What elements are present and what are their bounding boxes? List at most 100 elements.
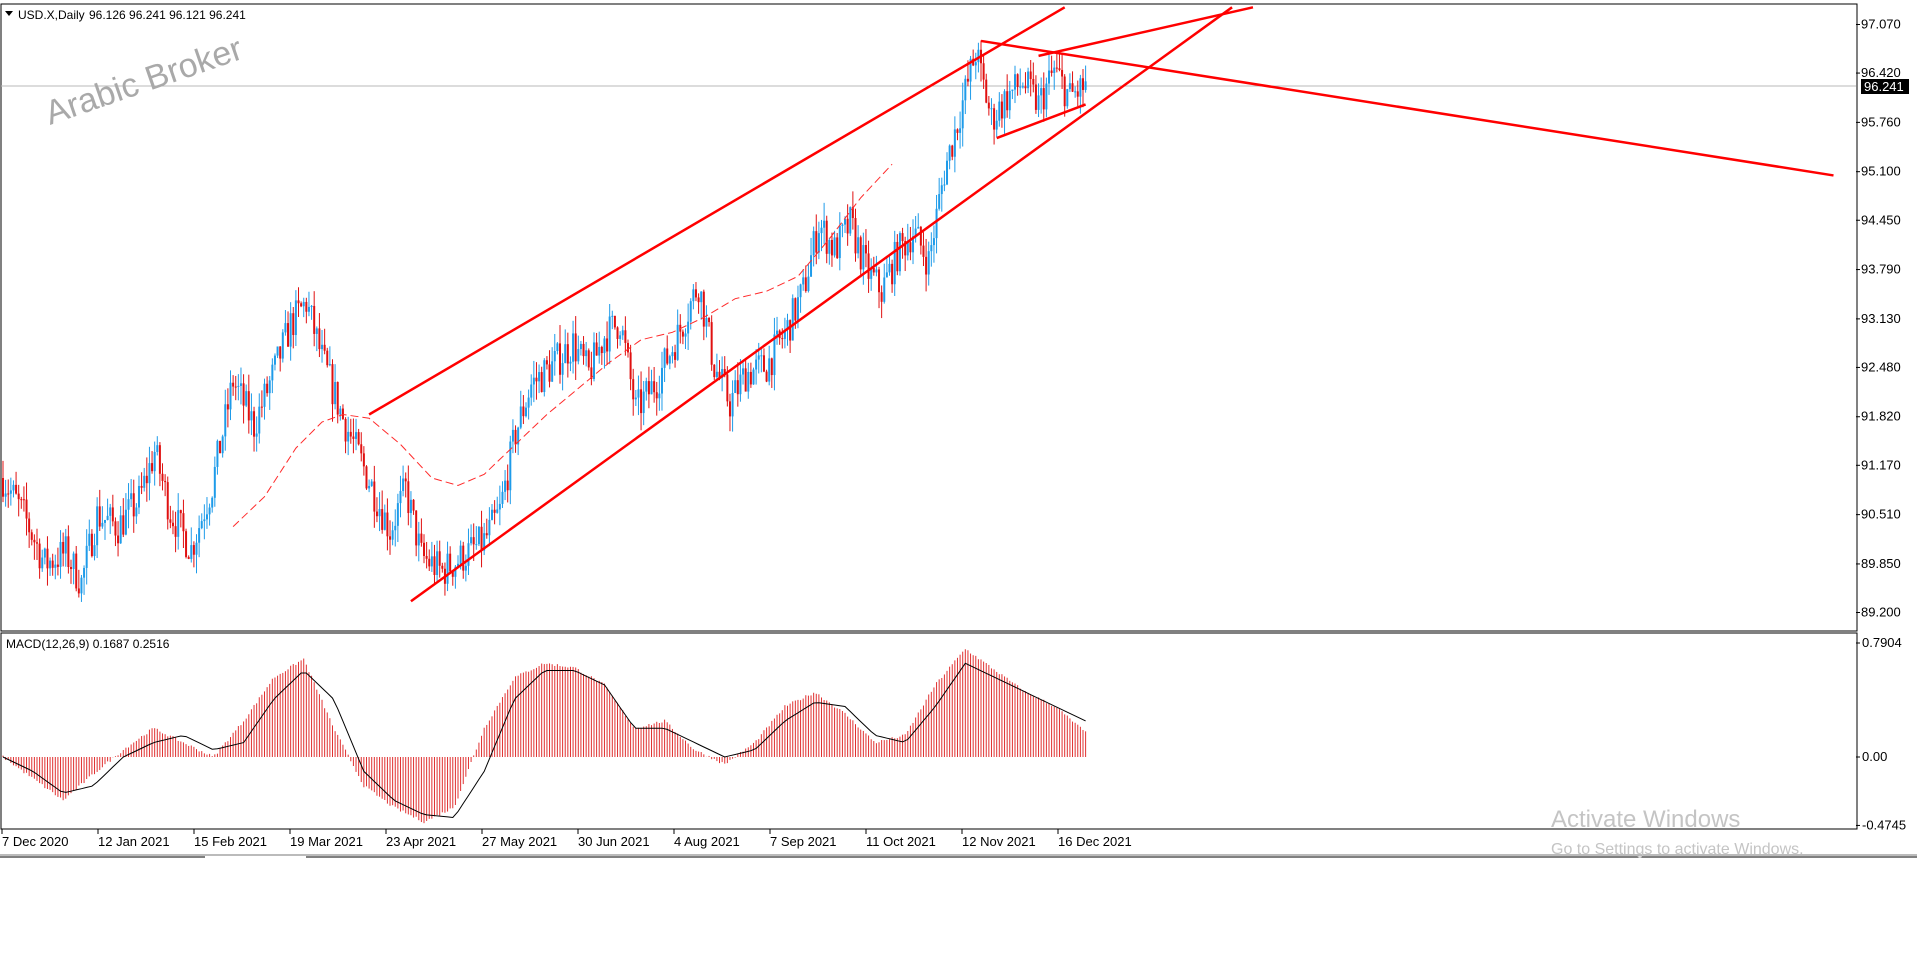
- candle-body: [462, 545, 465, 571]
- macd-axis: 0.7904 0.00 -0.4745: [1856, 635, 1906, 832]
- time-tick-label: 27 May 2021: [482, 834, 557, 849]
- candle-body: [219, 440, 222, 454]
- moving-average-group: [232, 163, 893, 527]
- price-tick-label: 91.170: [1861, 457, 1901, 472]
- candle-body: [621, 330, 624, 336]
- time-tick-label: 16 Dec 2021: [1058, 834, 1132, 849]
- price-tick-label: 89.200: [1861, 605, 1901, 620]
- candle-body: [331, 364, 334, 405]
- candle-body: [1074, 91, 1077, 93]
- candle-body: [182, 513, 185, 532]
- candle-body: [284, 323, 287, 333]
- candle-body: [75, 553, 78, 589]
- time-tick-label: 4 Aug 2021: [674, 834, 740, 849]
- candle-body: [69, 567, 72, 570]
- watermark-text: Arabic Broker: [40, 30, 247, 133]
- candle-body: [67, 536, 70, 568]
- candle-body: [880, 292, 883, 302]
- candle-body: [198, 528, 201, 543]
- candle-body: [221, 436, 224, 454]
- candle-body: [878, 269, 881, 293]
- trendline-triangle-upper[interactable]: [1038, 6, 1254, 58]
- candle-body: [556, 343, 559, 351]
- candle-body: [1071, 83, 1074, 92]
- candle-body: [883, 277, 886, 302]
- trendline-triangle-lower[interactable]: [996, 103, 1087, 140]
- candle-body: [1084, 81, 1087, 90]
- candle-body: [757, 355, 760, 360]
- candle-body: [1040, 88, 1043, 96]
- candle-body: [234, 386, 237, 388]
- candle-body: [566, 344, 569, 364]
- candle-body: [9, 490, 12, 494]
- candle-body: [124, 509, 127, 535]
- candle-body: [969, 58, 972, 82]
- candle-body: [538, 372, 541, 382]
- candle-body: [504, 480, 507, 492]
- candle-body: [558, 343, 561, 375]
- candle-body: [54, 564, 57, 568]
- candle-body: [857, 237, 860, 254]
- time-tick-label: 19 Mar 2021: [290, 834, 363, 849]
- candle-body: [629, 352, 632, 380]
- candle-body: [266, 383, 269, 394]
- candle-body: [1068, 83, 1071, 90]
- chart-menu-arrow-icon[interactable]: [5, 11, 13, 16]
- trendline-channel-lower[interactable]: [410, 6, 1233, 603]
- candle-body: [391, 530, 394, 540]
- candle-body: [242, 383, 245, 406]
- candle-body: [713, 364, 716, 378]
- candle-body: [389, 536, 392, 540]
- candle-body: [373, 481, 376, 512]
- candle-body: [820, 227, 823, 234]
- candle-body: [626, 342, 629, 353]
- candle-body: [83, 567, 86, 578]
- price-tick-label: 96.420: [1861, 65, 1901, 80]
- trendline-resistance-down[interactable]: [980, 39, 1834, 177]
- candle-body: [922, 245, 925, 257]
- candle-body: [323, 344, 326, 351]
- candle-body: [297, 300, 300, 304]
- candle-body: [966, 78, 969, 82]
- candle-body: [399, 490, 402, 504]
- candle-body: [619, 335, 622, 339]
- candle-body: [1053, 67, 1056, 73]
- candle-body: [943, 184, 946, 186]
- candle-body: [535, 377, 538, 382]
- candle-body: [1063, 76, 1066, 107]
- trendline-channel-upper[interactable]: [368, 6, 1066, 416]
- candle-body: [491, 509, 494, 520]
- candle-body: [30, 532, 33, 540]
- candle-body: [449, 553, 452, 572]
- candle-body: [898, 233, 901, 272]
- candle-body: [318, 328, 321, 350]
- candle-body: [386, 512, 389, 537]
- candle-body: [35, 542, 38, 544]
- candle-body: [632, 379, 635, 400]
- candle-body: [300, 303, 303, 307]
- candle-body: [203, 519, 206, 522]
- candle-body: [15, 484, 18, 494]
- candle-body: [43, 548, 46, 558]
- candle-body: [519, 406, 522, 428]
- candle-body: [606, 338, 609, 352]
- price-panel-frame: [0, 3, 1858, 632]
- last-price-label: 96.241: [1864, 79, 1904, 94]
- candle-body: [773, 334, 776, 376]
- candle-body: [315, 328, 318, 334]
- candle-body: [694, 289, 697, 298]
- candle-body: [904, 241, 907, 256]
- candle-body: [488, 519, 491, 536]
- candle-body: [935, 208, 938, 239]
- candle-body: [396, 503, 399, 526]
- candle-body: [177, 510, 180, 537]
- price-tick-label: 93.130: [1861, 311, 1901, 326]
- candle-body: [1048, 70, 1050, 84]
- candle-body: [553, 350, 556, 362]
- candle-body: [130, 493, 133, 500]
- candle-body: [634, 397, 637, 400]
- candle-body: [514, 429, 517, 445]
- price-tick-label: 90.510: [1861, 507, 1901, 522]
- candle-body: [1081, 78, 1084, 90]
